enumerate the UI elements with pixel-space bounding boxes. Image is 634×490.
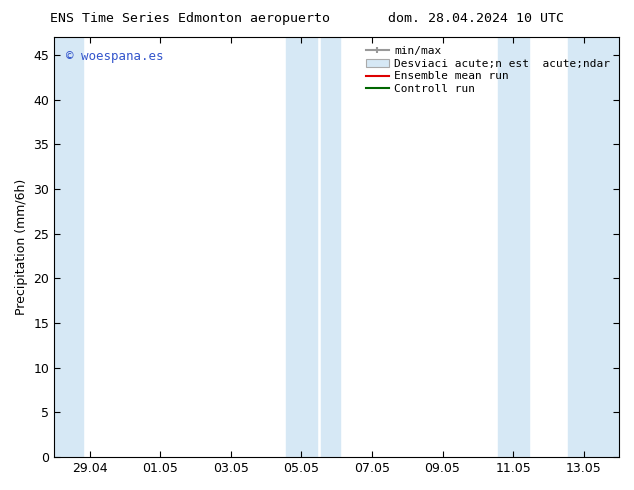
Text: ENS Time Series Edmonton aeropuerto: ENS Time Series Edmonton aeropuerto <box>50 12 330 25</box>
Legend: min/max, Desviaci acute;n est  acute;ndar, Ensemble mean run, Controll run: min/max, Desviaci acute;n est acute;ndar… <box>363 43 614 98</box>
Text: dom. 28.04.2024 10 UTC: dom. 28.04.2024 10 UTC <box>387 12 564 25</box>
Y-axis label: Precipitation (mm/6h): Precipitation (mm/6h) <box>15 179 28 315</box>
Bar <box>498 37 529 457</box>
Text: © woespana.es: © woespana.es <box>65 49 163 63</box>
Bar <box>286 37 317 457</box>
Bar <box>321 37 340 457</box>
Bar <box>55 37 82 457</box>
Bar <box>568 37 619 457</box>
